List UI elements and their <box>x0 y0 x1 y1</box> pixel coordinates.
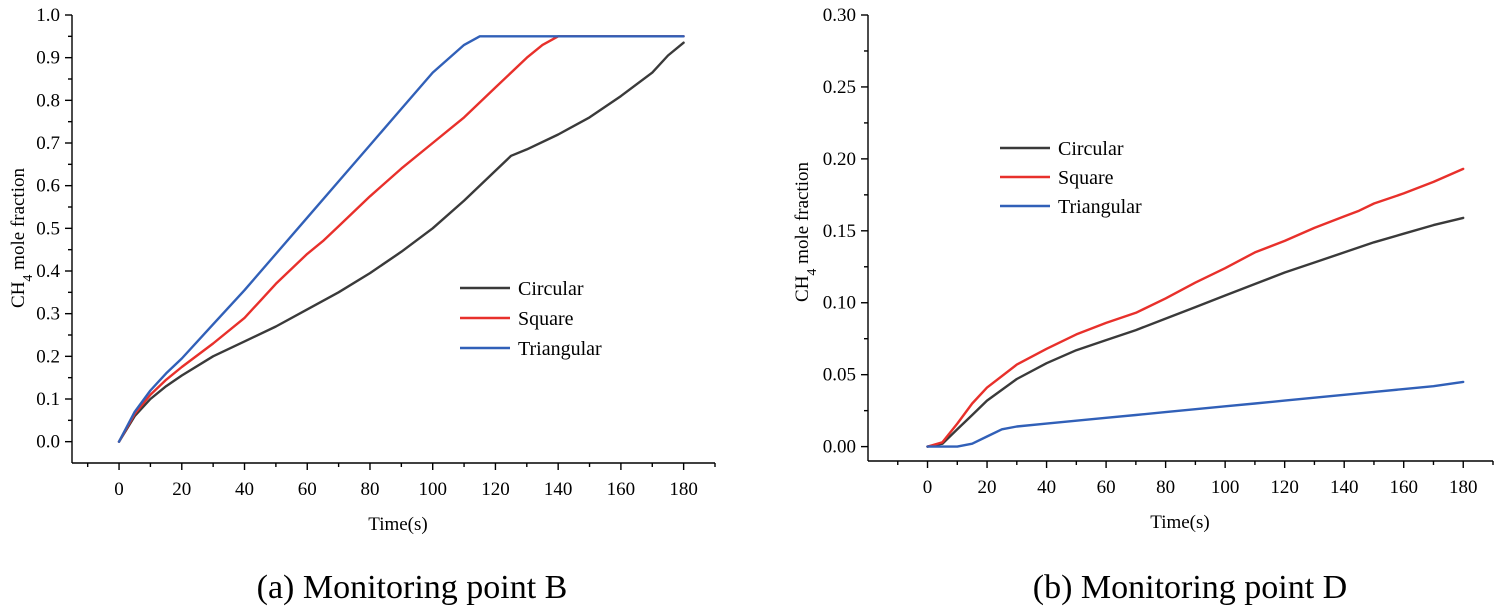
panel-a-series <box>117 35 685 443</box>
panel-b-legend: Circular Square Triangular <box>1000 138 1142 218</box>
panel-b-x-tick-label: 80 <box>1156 477 1175 498</box>
panel-b-x-axis-title: Time(s) <box>1150 512 1209 533</box>
panel-b-y-tick-label: 0.00 <box>823 437 856 458</box>
panel-a-legend-label-circular: Circular <box>518 278 584 300</box>
panel-a-y-tick-label: 0.4 <box>36 261 60 282</box>
panel-a-y-tick-label: 0.9 <box>36 48 60 69</box>
panel-b-series-square <box>926 167 1465 448</box>
panel-a-x-axis-title: Time(s) <box>368 514 427 535</box>
panel-a-x-tick-label: 40 <box>235 479 254 500</box>
panel-b-x-tick-label: 120 <box>1270 477 1299 498</box>
panel-b-y-axis-title: CH4 mole fraction <box>792 162 820 302</box>
panel-b-y-tick-label: 0.15 <box>823 221 856 242</box>
panel-a-y-ticks: 0.0 0.1 0.2 0.3 0.4 0.5 0.6 0.7 0.8 0.9 1.0 <box>36 5 72 453</box>
panel-b-x-tick-label: 180 <box>1449 477 1478 498</box>
panel-a-x-ticks: 0 20 40 60 80 100 120 140 160 180 <box>86 463 716 500</box>
panel-a-legend-label-square: Square <box>518 308 574 330</box>
panel-a-y-tick-label: 0.7 <box>36 133 60 154</box>
panel-b-x-tick-label: 20 <box>978 477 997 498</box>
panel-a-x-tick-label: 180 <box>669 479 698 500</box>
panel-a-y-axis-title-rest: mole fraction <box>8 168 29 275</box>
panel-a-y-tick-label: 0.6 <box>36 176 60 197</box>
panel-a-y-tick-label: 0.8 <box>36 90 60 111</box>
panel-a-y-axis-title: CH4 mole fraction <box>8 168 36 308</box>
panel-b-series-circular <box>926 216 1465 448</box>
panel-b-x-tick-label: 160 <box>1389 477 1418 498</box>
panel-a-y-tick-label: 0.1 <box>36 389 60 410</box>
panel-b-x-ticks: 0 20 40 60 80 100 120 140 160 180 <box>897 461 1494 498</box>
panel-a-y-tick-label: 0.3 <box>36 304 60 325</box>
panel-a-x-tick-label: 100 <box>418 479 447 500</box>
panel-a-series-triangular <box>117 35 685 443</box>
panel-b-x-tick-label: 140 <box>1330 477 1359 498</box>
panel-b-x-tick-label: 40 <box>1037 477 1056 498</box>
panel-a-x-tick-label: 20 <box>172 479 191 500</box>
panel-b-y-tick-label: 0.10 <box>823 293 856 314</box>
panel-b-legend-label-square: Square <box>1058 167 1114 189</box>
panel-a-x-tick-label: 140 <box>544 479 573 500</box>
panel-b-y-tick-label: 0.05 <box>823 365 856 386</box>
panel-a-axes <box>71 15 715 464</box>
panel-a-legend-label-triangular: Triangular <box>518 338 602 360</box>
panel-b-caption: (b) Monitoring point D <box>1033 569 1347 606</box>
panel-b-y-axis-title-sub: 4 <box>805 269 820 276</box>
panel-b-chart: 0 20 40 60 80 100 120 140 160 180 0.00 0.05 0.10 0.1… <box>792 5 1494 606</box>
panel-a-y-tick-label: 0.5 <box>36 218 60 239</box>
panel-a-y-tick-label: 1.0 <box>36 5 60 26</box>
panel-a-y-tick-label: 0.0 <box>36 432 60 453</box>
panel-b-series <box>926 167 1465 448</box>
panel-a-y-tick-label: 0.2 <box>36 346 60 367</box>
panel-b-y-tick-label: 0.30 <box>823 5 856 26</box>
panel-b-series-triangular <box>926 380 1465 448</box>
panel-a-legend: Circular Square Triangular <box>460 278 602 360</box>
panel-a-series-square <box>117 35 685 443</box>
panel-a-x-tick-label: 60 <box>298 479 317 500</box>
panel-a-series-circular <box>117 41 685 443</box>
panel-b-x-tick-label: 100 <box>1211 477 1240 498</box>
panel-b-legend-label-triangular: Triangular <box>1058 196 1142 218</box>
panel-b-legend-label-circular: Circular <box>1058 138 1124 160</box>
panel-b-y-tick-label: 0.25 <box>823 77 856 98</box>
panel-b-y-axis-title-rest: mole fraction <box>792 162 813 269</box>
panel-a-x-tick-label: 120 <box>481 479 510 500</box>
panel-b-x-tick-label: 0 <box>923 477 933 498</box>
panel-b-y-axis-title-main: CH <box>792 275 813 302</box>
panel-a-y-axis-title-sub: 4 <box>21 275 36 282</box>
panel-a-chart: 0 20 40 60 80 100 120 140 160 180 0.0 0.1 0.2 0.3 0.4… <box>8 5 716 606</box>
panel-b-axes <box>867 15 1493 462</box>
panel-b-x-tick-label: 60 <box>1097 477 1116 498</box>
panel-b-y-ticks: 0.00 0.05 0.10 0.15 0.20 0.25 0.30 <box>823 5 868 458</box>
panel-a-y-axis-title-main: CH <box>8 281 29 308</box>
panel-a-x-tick-label: 80 <box>360 479 379 500</box>
panel-a-x-tick-label: 0 <box>114 479 124 500</box>
panel-a-caption: (a) Monitoring point B <box>257 569 568 606</box>
panel-a-x-tick-label: 160 <box>607 479 636 500</box>
panel-b-y-tick-label: 0.20 <box>823 149 856 170</box>
